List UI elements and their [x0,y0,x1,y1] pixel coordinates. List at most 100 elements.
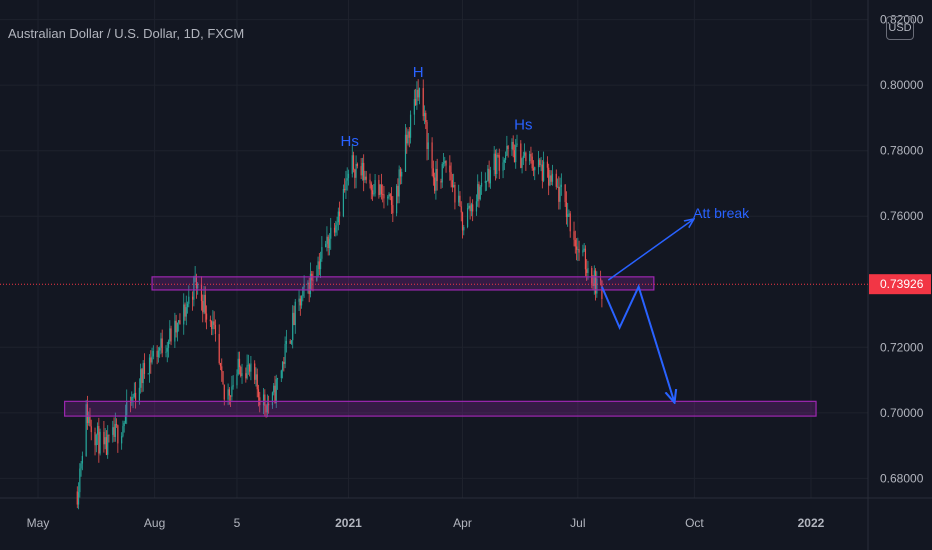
candle-body [140,369,142,388]
candle-body [240,367,242,377]
x-tick-label: 5 [234,516,241,530]
candle-body [264,394,266,406]
candle-body [425,112,427,123]
candle-body [431,142,433,169]
candle-body [249,364,251,372]
candle-body [539,159,541,166]
candle-body [300,296,303,306]
candle-body [338,211,341,217]
candle-body [266,403,268,413]
candle-body [117,425,119,444]
candle-body [371,190,374,195]
candle-body [388,194,390,197]
candle-body [105,437,108,455]
candle-body [142,363,144,384]
candle-body [303,284,305,288]
candle-body [108,434,110,436]
candle-body [347,173,350,179]
candle-body [383,194,385,199]
candle-body [480,182,483,187]
candle-body [211,321,213,330]
candle-body [449,165,451,173]
candle-body [344,188,346,191]
candle-body [363,162,365,181]
candle-body [327,236,329,248]
candle-body [477,184,479,202]
candle-body [399,169,402,177]
candle-body [283,361,285,364]
candle-body [309,273,312,295]
candle-body [161,338,163,353]
candle-body [355,164,357,178]
pattern-annotation: Att break [693,205,750,221]
candle-body [364,176,366,181]
candle-body [469,205,471,212]
candle-body [195,275,198,289]
candle-body [591,267,593,284]
candle-body [398,169,400,197]
candle-body [548,167,550,186]
candle-body [290,340,293,344]
x-tick-label: May [27,516,50,530]
candle-body [409,114,412,138]
candle-body [271,392,274,406]
candle-body [245,373,247,379]
candle-body [188,296,190,304]
candle-body [392,205,394,214]
candle-body [241,373,243,377]
candle-body [418,88,421,98]
candle-body [299,298,301,306]
candle-body [302,287,304,297]
candle-body [200,283,203,301]
candle-body [166,347,168,352]
candle-body [525,152,527,162]
candle-body [592,283,594,287]
pattern-annotation: Hs [341,133,359,150]
candle-body [219,363,222,367]
candle-body [498,155,500,171]
candle-body [489,170,491,184]
candle-body [423,112,426,117]
candle-body [231,386,233,397]
candle-body [478,184,480,200]
candle-body [434,177,436,191]
candle-body [218,334,220,364]
candle-body [503,159,505,163]
y-tick-label: 0.78000 [880,144,924,158]
candle-body [426,122,428,150]
candle-body [321,247,323,259]
candle-body [152,350,154,357]
candle-body [265,405,267,413]
candle-body [577,249,579,250]
candle-body [268,403,270,406]
candle-body [427,142,429,150]
candle-body [354,169,356,178]
candle-body [193,276,195,300]
candle-body [76,491,78,505]
candle-body [238,358,241,368]
candle-body [390,196,393,206]
currency-button[interactable]: USD [886,16,914,40]
candle-body [273,385,275,393]
candle-body [336,222,338,226]
candle-body [159,347,161,351]
candle-body [496,154,498,174]
candle-body [530,154,532,157]
candle-body [319,258,322,270]
candle-body [373,193,375,195]
candle-body [461,212,464,231]
candle-body [468,205,470,209]
candle-body [382,194,384,195]
candle-body [556,186,559,188]
candle-body [450,172,452,181]
candle-body [246,365,248,379]
y-tick-label: 0.72000 [880,340,924,354]
candle-body [532,168,535,171]
candle-body [95,434,97,446]
candle-body [374,180,376,194]
candle-body [594,270,597,294]
candle-body [316,276,318,281]
candle-body [504,155,507,160]
candle-body [165,351,167,353]
